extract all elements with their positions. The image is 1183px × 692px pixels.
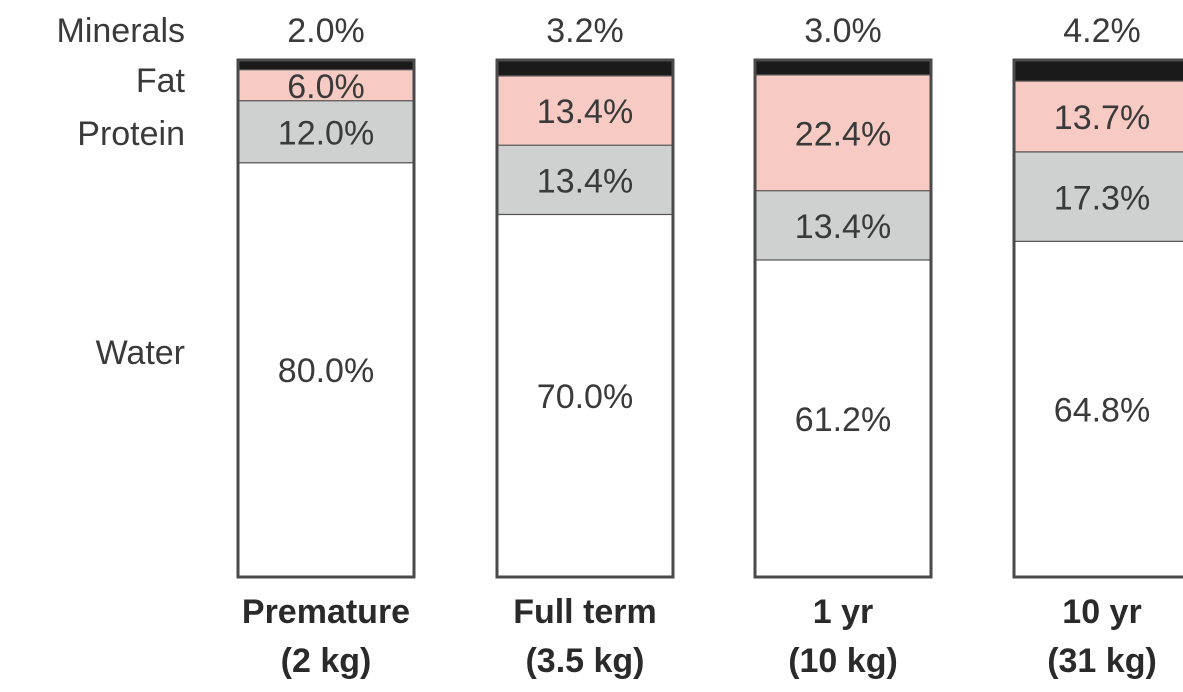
fat-value-label-10-yr: 13.7%: [1054, 99, 1150, 137]
minerals-value-label-1-yr: 3.0%: [804, 12, 882, 50]
category-label-10-yr: 10 yr: [1062, 593, 1141, 631]
bar-outline-premature: [236, 58, 416, 579]
bar-outline-10-yr: [1012, 58, 1183, 579]
bar-segment-fat-1-yr: [755, 75, 931, 192]
bar-segment-water-full-term: [497, 215, 673, 577]
fat-value-label-premature: 6.0%: [287, 68, 365, 106]
minerals-value-label-10-yr: 4.2%: [1063, 12, 1141, 50]
protein-value-label-1-yr: 13.4%: [795, 208, 891, 246]
category-label-1-yr: 1 yr: [813, 593, 874, 631]
category-label-full-term: Full term: [513, 593, 657, 631]
protein-value-label-10-yr: 17.3%: [1054, 179, 1150, 217]
row-label-minerals: Minerals: [57, 12, 185, 50]
water-value-label-premature: 80.0%: [278, 352, 374, 390]
fat-value-label-1-yr: 22.4%: [795, 115, 891, 153]
water-value-label-full-term: 70.0%: [537, 378, 633, 416]
category-weight-label-premature: (2 kg): [281, 642, 372, 680]
row-label-protein: Protein: [77, 115, 185, 153]
bar-segment-protein-premature: [238, 101, 414, 164]
bar-outline-1-yr: [753, 58, 933, 579]
protein-value-label-premature: 12.0%: [278, 114, 374, 152]
bar-segment-minerals-10-yr: [1014, 60, 1183, 82]
minerals-value-label-premature: 2.0%: [287, 12, 365, 50]
bar-segment-minerals-premature: [238, 60, 414, 71]
bar-segment-protein-10-yr: [1014, 152, 1183, 242]
bar-segment-minerals-full-term: [497, 60, 673, 77]
bar-segment-protein-1-yr: [755, 191, 931, 261]
category-weight-label-1-yr: (10 kg): [788, 642, 898, 680]
category-label-premature: Premature: [242, 593, 410, 631]
bar-segment-water-premature: [238, 163, 414, 577]
category-weight-label-10-yr: (31 kg): [1047, 642, 1157, 680]
category-weight-label-full-term: (3.5 kg): [525, 642, 644, 680]
water-value-label-1-yr: 61.2%: [795, 401, 891, 439]
bar-segment-fat-10-yr: [1014, 81, 1183, 153]
row-label-fat: Fat: [136, 62, 186, 100]
bar-outline-full-term: [495, 58, 675, 579]
bar-segment-water-1-yr: [755, 260, 931, 577]
row-label-water: Water: [96, 334, 185, 372]
bar-segment-minerals-1-yr: [755, 60, 931, 76]
bar-segment-fat-premature: [238, 70, 414, 102]
minerals-value-label-full-term: 3.2%: [546, 12, 624, 50]
bar-segment-water-10-yr: [1014, 241, 1183, 578]
water-value-label-10-yr: 64.8%: [1054, 391, 1150, 429]
bar-segment-fat-full-term: [497, 76, 673, 146]
bar-segment-protein-full-term: [497, 145, 673, 216]
fat-value-label-full-term: 13.4%: [537, 93, 633, 131]
protein-value-label-full-term: 13.4%: [537, 162, 633, 200]
